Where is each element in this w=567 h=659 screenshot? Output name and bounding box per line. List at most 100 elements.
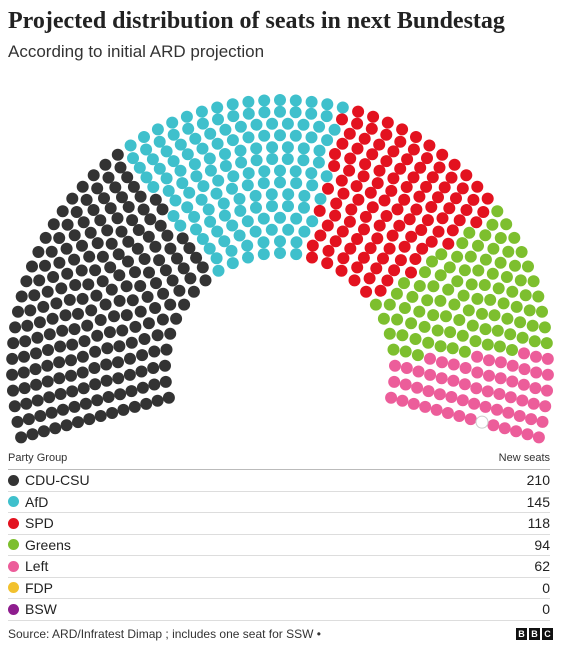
party-color-swatch — [8, 603, 19, 615]
seat-afd — [226, 219, 239, 232]
seat-greens — [458, 345, 471, 358]
seat-spd — [378, 194, 391, 207]
seat-afd — [266, 153, 279, 165]
seat-greens — [391, 313, 404, 326]
seat-spd — [394, 254, 407, 267]
seat-spd — [352, 105, 365, 118]
seat-cdu-csu — [121, 171, 134, 184]
seat-left — [441, 407, 454, 419]
seat-cdu-csu — [83, 413, 96, 426]
seat-afd — [274, 94, 286, 106]
seat-cdu-csu — [140, 397, 153, 410]
seat-left — [471, 366, 484, 379]
seat-spd — [364, 242, 377, 255]
seat-spd — [470, 216, 483, 229]
seat-greens — [434, 269, 447, 282]
seat-greens — [419, 266, 431, 279]
seat-left — [483, 354, 495, 367]
seat-spd — [329, 148, 341, 160]
seat-cdu-csu — [87, 204, 100, 216]
seat-afd — [210, 252, 223, 265]
seat-cdu-csu — [91, 394, 104, 407]
seat-left — [502, 406, 515, 419]
seat-cdu-csu — [76, 350, 89, 363]
seat-afd — [124, 139, 137, 152]
seat-cdu-csu — [6, 368, 19, 381]
seat-cdu-csu — [34, 410, 47, 422]
seat-afd — [241, 239, 254, 252]
seat-greens — [491, 205, 504, 218]
seat-afd — [289, 94, 302, 107]
seat-afd — [233, 192, 246, 205]
seat-afd — [250, 118, 263, 131]
seat-greens — [514, 274, 527, 287]
seat-left — [525, 413, 538, 426]
seat-left — [498, 422, 511, 435]
seat-cdu-csu — [55, 282, 68, 295]
seat-greens — [471, 292, 484, 305]
seat-spd — [436, 212, 449, 225]
seat-left — [491, 403, 503, 416]
seat-cdu-csu — [43, 328, 56, 341]
seat-afd — [160, 172, 173, 185]
seat-greens — [538, 321, 551, 334]
seat-greens — [500, 271, 513, 283]
seat-greens — [465, 278, 478, 291]
seat-left — [407, 397, 420, 410]
seat-spd — [436, 148, 449, 161]
seat-cdu-csu — [154, 219, 167, 232]
seat-afd — [167, 210, 180, 222]
seat-afd — [211, 101, 224, 114]
seat-afd — [257, 212, 270, 225]
seat-cdu-csu — [161, 229, 174, 242]
seat-spd — [446, 224, 459, 237]
seat-cdu-csu — [99, 298, 112, 311]
seat-cdu-csu — [115, 225, 128, 238]
seat-cdu-csu — [148, 378, 161, 391]
seat-afd — [195, 105, 208, 118]
seat-afd — [190, 170, 203, 183]
seat-spd — [421, 152, 433, 165]
seat-spd — [350, 180, 363, 193]
seat-spd — [358, 223, 370, 236]
party-color-swatch — [8, 496, 19, 508]
seat-afd — [181, 201, 194, 214]
seat-greens — [377, 312, 390, 325]
seat-cdu-csu — [100, 358, 113, 371]
seat-spd — [373, 164, 386, 177]
seat-afd — [211, 137, 224, 150]
seat-cdu-csu — [9, 321, 22, 334]
seat-cdu-csu — [105, 237, 118, 250]
seat-cdu-csu — [22, 413, 35, 426]
seat-afd — [250, 154, 263, 167]
seat-afd — [183, 186, 196, 199]
seat-greens — [464, 250, 477, 263]
seat-cdu-csu — [132, 224, 145, 236]
seat-greens — [479, 323, 492, 336]
seat-spd — [460, 169, 473, 182]
seat-cdu-csu — [43, 391, 56, 404]
seat-afd — [160, 145, 173, 158]
seat-afd — [321, 98, 334, 111]
party-name: SPD — [25, 515, 54, 532]
seat-afd — [203, 152, 216, 165]
party-name: CDU-CSU — [25, 472, 90, 489]
seat-afd — [219, 123, 232, 136]
seat-cdu-csu — [101, 224, 114, 237]
seat-afd — [140, 143, 153, 156]
seat-greens — [446, 342, 459, 355]
seat-cdu-csu — [53, 232, 66, 244]
seat-greens — [492, 282, 505, 295]
seat-greens — [427, 309, 440, 322]
source-note: Source: ARD/Infratest Dimap ; includes o… — [8, 627, 322, 641]
seat-afd — [212, 174, 225, 187]
seat-afd — [241, 179, 254, 192]
seat-cdu-csu — [114, 161, 127, 174]
seat-cdu-csu — [15, 290, 28, 303]
seat-greens — [422, 336, 435, 349]
seat-afd — [225, 244, 238, 257]
seat-afd — [196, 233, 209, 245]
seat-cdu-csu — [135, 365, 148, 378]
seat-cdu-csu — [149, 302, 162, 314]
seat-cdu-csu — [134, 190, 147, 203]
